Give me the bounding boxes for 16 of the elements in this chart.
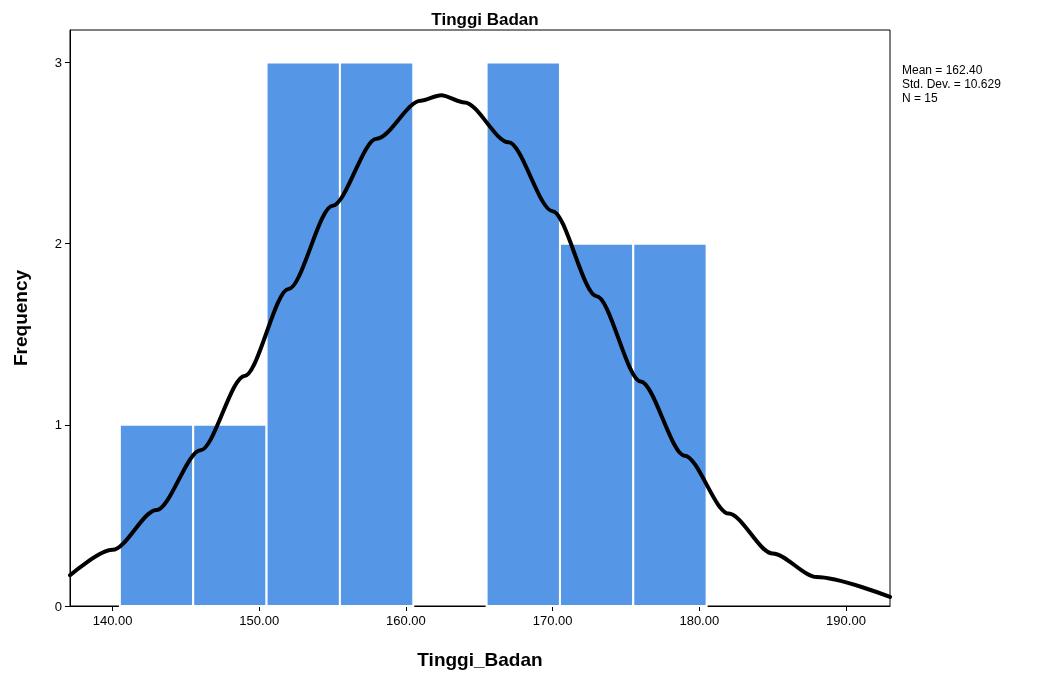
x-tick-label: 190.00 xyxy=(826,613,866,628)
chart-title: Tinggi Badan xyxy=(431,10,539,29)
y-tick-label: 0 xyxy=(54,598,62,614)
x-axis-title: Tinggi_Badan xyxy=(417,649,543,670)
x-tick-label: 150.00 xyxy=(239,613,280,628)
text: Mean = 162.40 xyxy=(902,63,983,77)
x-tick-label: 160.00 xyxy=(386,613,426,628)
y-tick-label: 1 xyxy=(54,417,62,433)
y-axis-title: Frequency xyxy=(10,269,31,367)
y-tick-label: 2 xyxy=(54,236,62,252)
text: N = 15 xyxy=(902,91,939,105)
x-tick-label: 140.00 xyxy=(92,613,133,628)
x-tick-label: 180.00 xyxy=(679,613,720,628)
y-tick-label: 3 xyxy=(54,55,62,71)
text: Std. Dev. = 10.629 xyxy=(902,77,1002,91)
x-tick-label: 170.00 xyxy=(532,613,573,628)
